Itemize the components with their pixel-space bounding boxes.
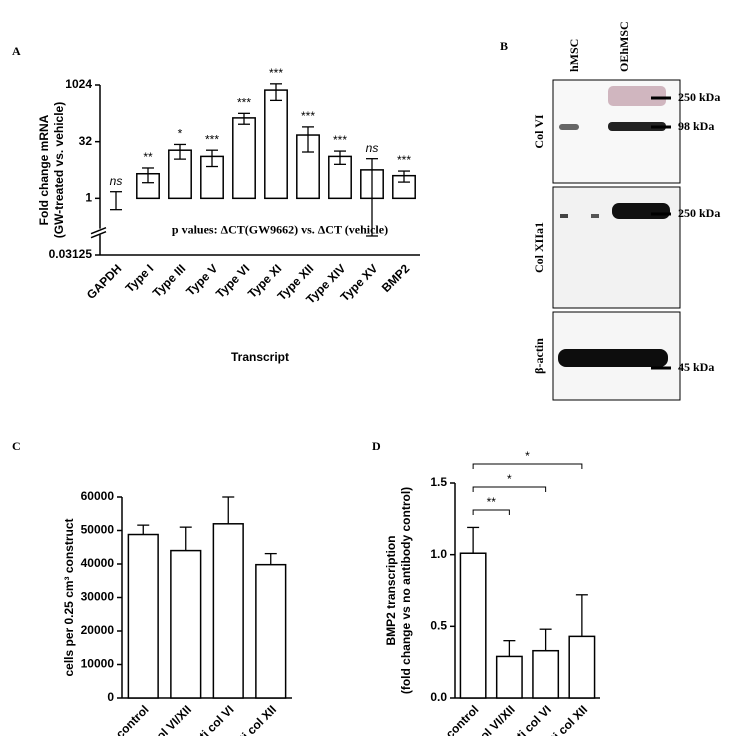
x-tick-label: GAPDH bbox=[84, 261, 125, 302]
row-label: Col VI bbox=[532, 114, 546, 148]
bar bbox=[232, 117, 256, 200]
marker-label: 250 kDa bbox=[678, 90, 720, 104]
axis-break-mark bbox=[90, 230, 107, 239]
comparison-label: ** bbox=[487, 495, 497, 509]
y-tick-label: 1 bbox=[85, 191, 92, 205]
lane-label: OEhMSC bbox=[617, 21, 631, 72]
panel-label: A bbox=[12, 44, 21, 58]
band bbox=[608, 122, 666, 131]
bar bbox=[255, 563, 287, 699]
axis-break-mark bbox=[90, 226, 107, 235]
y-axis-label: Fold change mRNA bbox=[37, 114, 51, 225]
x-tick-label: Type VI bbox=[213, 261, 252, 300]
annotation: p values: ΔCT(GW9662) vs. ΔCT (vehicle) bbox=[172, 222, 388, 236]
comparison-bracket bbox=[472, 463, 583, 469]
bar bbox=[212, 523, 244, 699]
bar bbox=[170, 549, 202, 699]
y-tick-label: 0.03125 bbox=[49, 247, 93, 261]
x-tick-label: BMP2 bbox=[379, 261, 413, 295]
y-tick-label: 50000 bbox=[81, 523, 115, 537]
y-tick-label: 40000 bbox=[81, 556, 115, 570]
bar bbox=[568, 635, 596, 699]
panel-label: B bbox=[500, 39, 508, 53]
comparison-label: * bbox=[525, 449, 530, 463]
x-tick-label: Type III bbox=[150, 261, 189, 300]
band bbox=[612, 203, 670, 219]
x-tick-label: IgG control bbox=[96, 702, 151, 736]
y-tick-label: 0.5 bbox=[430, 619, 447, 633]
comparison-bracket bbox=[472, 486, 547, 492]
y-tick-label: 30000 bbox=[81, 590, 115, 604]
y-tick-label: 10000 bbox=[81, 657, 115, 671]
bar bbox=[264, 89, 288, 200]
x-tick-label: anti col XII bbox=[227, 702, 279, 736]
significance: ns bbox=[366, 141, 379, 155]
y-tick-label: 0 bbox=[107, 690, 114, 704]
axis-break bbox=[92, 228, 108, 235]
marker-label: 98 kDa bbox=[678, 119, 714, 133]
band bbox=[608, 86, 666, 106]
y-tick-label: 32 bbox=[79, 134, 93, 148]
band bbox=[560, 214, 568, 218]
bar bbox=[495, 655, 523, 699]
y-tick-label: 1.5 bbox=[430, 475, 447, 489]
bar bbox=[127, 533, 159, 699]
panel-label: D bbox=[372, 439, 381, 453]
y-axis-label: (fold change vs no antibody control) bbox=[399, 487, 413, 694]
significance: *** bbox=[269, 66, 283, 80]
x-tick-label: IgG control bbox=[426, 702, 481, 736]
x-axis-label: Transcript bbox=[231, 350, 289, 364]
x-tick-label: anti col VI bbox=[187, 702, 237, 736]
comparison-bracket bbox=[472, 509, 510, 515]
lane-label: hMSC bbox=[567, 39, 581, 72]
panel-label: C bbox=[12, 439, 21, 453]
significance: *** bbox=[333, 133, 347, 147]
band bbox=[591, 214, 599, 218]
y-tick-label: 1.0 bbox=[430, 547, 447, 561]
marker-label: 45 kDa bbox=[678, 360, 714, 374]
significance: *** bbox=[237, 96, 251, 110]
y-tick-label: 20000 bbox=[81, 623, 115, 637]
significance: *** bbox=[397, 153, 411, 167]
y-axis-label: (GW-treated vs. vehicle) bbox=[52, 102, 66, 238]
bar bbox=[459, 552, 487, 699]
y-axis-label: BMP2 transcription bbox=[384, 535, 398, 645]
y-axis-label: cells per 0.25 cm³ construct bbox=[62, 518, 76, 676]
significance: *** bbox=[205, 132, 219, 146]
marker-label: 250 kDa bbox=[678, 206, 720, 220]
significance: *** bbox=[301, 109, 315, 123]
y-tick-label: 60000 bbox=[81, 489, 115, 503]
significance: * bbox=[178, 127, 183, 141]
bar bbox=[532, 649, 560, 699]
band bbox=[558, 349, 668, 367]
y-tick-label: 1024 bbox=[65, 77, 92, 91]
significance: ** bbox=[143, 150, 153, 164]
row-label: Col XIIa1 bbox=[532, 222, 546, 273]
row-label: β-actin bbox=[532, 338, 546, 374]
significance: ns bbox=[110, 174, 123, 188]
y-tick-label: 0.0 bbox=[430, 690, 447, 704]
comparison-label: * bbox=[507, 472, 512, 486]
band bbox=[559, 124, 579, 130]
